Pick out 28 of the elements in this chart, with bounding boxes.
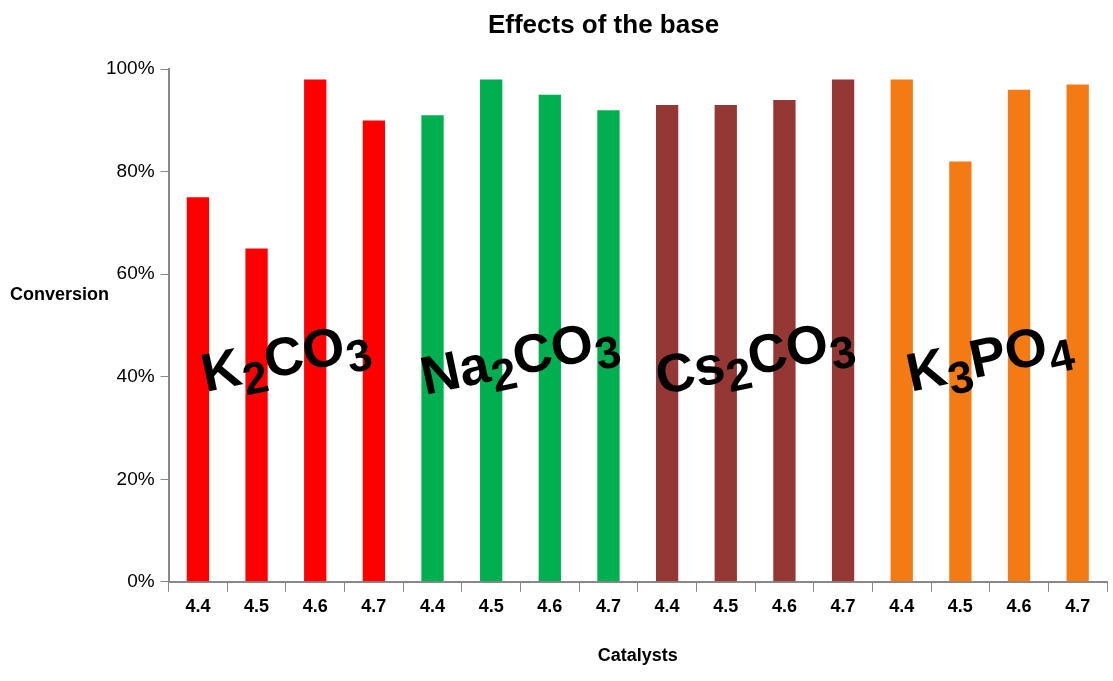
x-tick-label: 4.6 xyxy=(1006,595,1032,616)
x-tick-label: 4.5 xyxy=(478,595,504,616)
x-tick-label: 4.7 xyxy=(1065,595,1091,616)
x-tick-label: 4.6 xyxy=(771,595,797,616)
x-tick-label: 4.5 xyxy=(947,595,973,616)
y-tick-label: 100% xyxy=(105,57,155,79)
y-tick-label: 60% xyxy=(116,262,155,284)
y-tick-label: 40% xyxy=(116,364,155,386)
x-tick-label: 4.4 xyxy=(889,595,915,616)
x-tick-label: 4.6 xyxy=(302,595,328,616)
bar xyxy=(597,110,620,582)
y-tick-label: 0% xyxy=(127,570,155,592)
x-tick-label: 4.5 xyxy=(713,595,739,616)
x-tick-label: 4.4 xyxy=(420,595,446,616)
x-axis-title: Catalysts xyxy=(597,645,678,666)
x-tick-label: 4.5 xyxy=(244,595,270,616)
y-axis-title: Conversion xyxy=(10,284,110,305)
x-tick-label: 4.7 xyxy=(830,595,856,616)
bar xyxy=(245,248,268,582)
x-tick-label: 4.6 xyxy=(537,595,563,616)
x-tick-label: 4.7 xyxy=(361,595,387,616)
x-tick-label: 4.4 xyxy=(654,595,680,616)
y-tick-label: 20% xyxy=(116,467,155,489)
x-tick-label: 4.4 xyxy=(185,595,211,616)
y-tick-label: 80% xyxy=(116,159,155,181)
x-tick-label: 4.7 xyxy=(595,595,621,616)
chart-title: Effects of the base xyxy=(487,8,720,39)
bar xyxy=(831,79,855,582)
